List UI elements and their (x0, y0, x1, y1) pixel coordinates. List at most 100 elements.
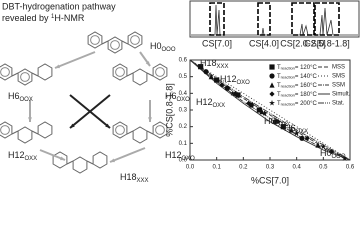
bond (146, 130, 154, 135)
data-point (320, 143, 327, 150)
y-tick-label: 0.4 (179, 91, 188, 97)
x-tick-label: 0.6 (346, 165, 355, 171)
y-tick-label: 0.1 (179, 141, 188, 147)
legend-label: Stat. (332, 101, 345, 107)
legend-name: = 160°C (295, 83, 318, 89)
legend-label: SMS (332, 74, 345, 80)
data-point (203, 69, 209, 75)
legend-sub: reaction (281, 66, 295, 71)
integration-window (209, 2, 225, 36)
label-main: H12 (165, 150, 182, 160)
label-sub: OOO (162, 47, 176, 53)
ring-aromatic (115, 67, 125, 77)
label-sub: XXX (217, 64, 229, 70)
ring (0, 63, 13, 81)
ring-aromatic (130, 35, 140, 45)
ring-aromatic (155, 67, 165, 77)
label-main: H6 (264, 116, 276, 126)
arrow (54, 51, 96, 69)
label-main: H12 (196, 97, 213, 107)
title: DBT-hydrogenation pathway (2, 1, 116, 11)
ring (37, 121, 53, 139)
ring (132, 126, 148, 144)
x-tick-label: 0.4 (292, 165, 301, 171)
label: H6OXO (165, 91, 190, 102)
arrow-head (60, 156, 65, 161)
bond (146, 72, 154, 77)
ring (17, 68, 33, 86)
arrow-head (148, 117, 152, 122)
bond (86, 160, 94, 165)
bond (101, 40, 109, 45)
data-point (275, 119, 281, 125)
data-point (288, 127, 294, 133)
plot: 0.0 0.1 0.2 0.3 0.4 0.5 0.6 0.0 0.1 0.2 0.3 0.4 0.5 0… (164, 58, 354, 186)
legend-name: = 120°C (295, 65, 318, 71)
y-tick-label: 0.0 (179, 158, 188, 164)
y-tick-label: 0.2 (179, 124, 188, 130)
label-sub: OXO (276, 122, 290, 128)
spectrum-label: CS[7.0] (202, 38, 232, 48)
legend-label: Simult. (332, 92, 351, 98)
legend-symbol: T (277, 83, 281, 89)
data-point (269, 91, 275, 97)
label: H6OOX (8, 91, 33, 102)
label-main: H6 (165, 91, 177, 101)
data-point (328, 149, 334, 155)
y-tick-label: 0.5 (179, 74, 188, 80)
label-main: H18 (200, 58, 217, 68)
spectrum-label: CS[4.0] (249, 38, 279, 48)
data-point (246, 100, 252, 106)
ring (127, 31, 143, 49)
arrow (69, 94, 111, 129)
spectrum-trace (191, 4, 358, 36)
legend-label: Treaction= 140°C (277, 74, 317, 80)
data-point (214, 77, 220, 83)
data-point (219, 82, 225, 88)
legend-label: Treaction= 180°C (277, 92, 317, 98)
arrow-head (145, 61, 150, 66)
label-main: H12 (220, 74, 237, 84)
legend-sub: reaction (281, 84, 295, 89)
data-point (224, 85, 230, 91)
spectrum-label: CS[2.0-2.5] (280, 38, 326, 48)
legend-symbol: T (277, 65, 281, 71)
label: H18XXX (200, 58, 229, 69)
label-main: H6 (8, 91, 20, 101)
label-main: H18 (120, 172, 137, 182)
nmr-spectrum: CS[7.0] CS[4.0] CS[2.0-2.5]CS[0.8-1.8] (189, 0, 360, 48)
label: H12OXO (220, 74, 250, 85)
arrow-head (55, 64, 60, 69)
legend-symbol: T (277, 101, 281, 107)
ring (152, 63, 168, 81)
data-point (304, 135, 310, 141)
data-point (256, 107, 262, 113)
legend-name: = 140°C (295, 74, 318, 80)
x-tick-label: 0.3 (266, 165, 275, 171)
arrow-head (28, 117, 32, 122)
model-line (189, 59, 351, 161)
legend-symbol: T (277, 74, 281, 80)
legend-name: = 200°C (295, 101, 318, 107)
label: H0OOO (150, 41, 176, 52)
label-main: H0 (150, 41, 162, 51)
spectrum-label: CS[0.8-1.8] (304, 38, 350, 48)
x-tick-label: 0.5 (319, 165, 328, 171)
data-point (269, 82, 275, 88)
ring (17, 126, 33, 144)
legend-sub: reaction (281, 75, 295, 80)
data-point (269, 64, 275, 70)
ring (92, 151, 108, 169)
pathway-diagram (0, 31, 168, 174)
ring-aromatic (90, 35, 100, 45)
ring (107, 36, 123, 54)
legend-label: Treaction= 120°C (277, 65, 317, 71)
ring (87, 31, 103, 49)
integration-window (291, 2, 315, 36)
legend-label: Treaction= 160°C (277, 83, 317, 89)
ring-aromatic (110, 40, 120, 50)
title: revealed by 1H-NMR (2, 13, 85, 23)
bond (126, 72, 134, 77)
data-point (261, 110, 268, 116)
label-sub: OOX (20, 97, 33, 103)
